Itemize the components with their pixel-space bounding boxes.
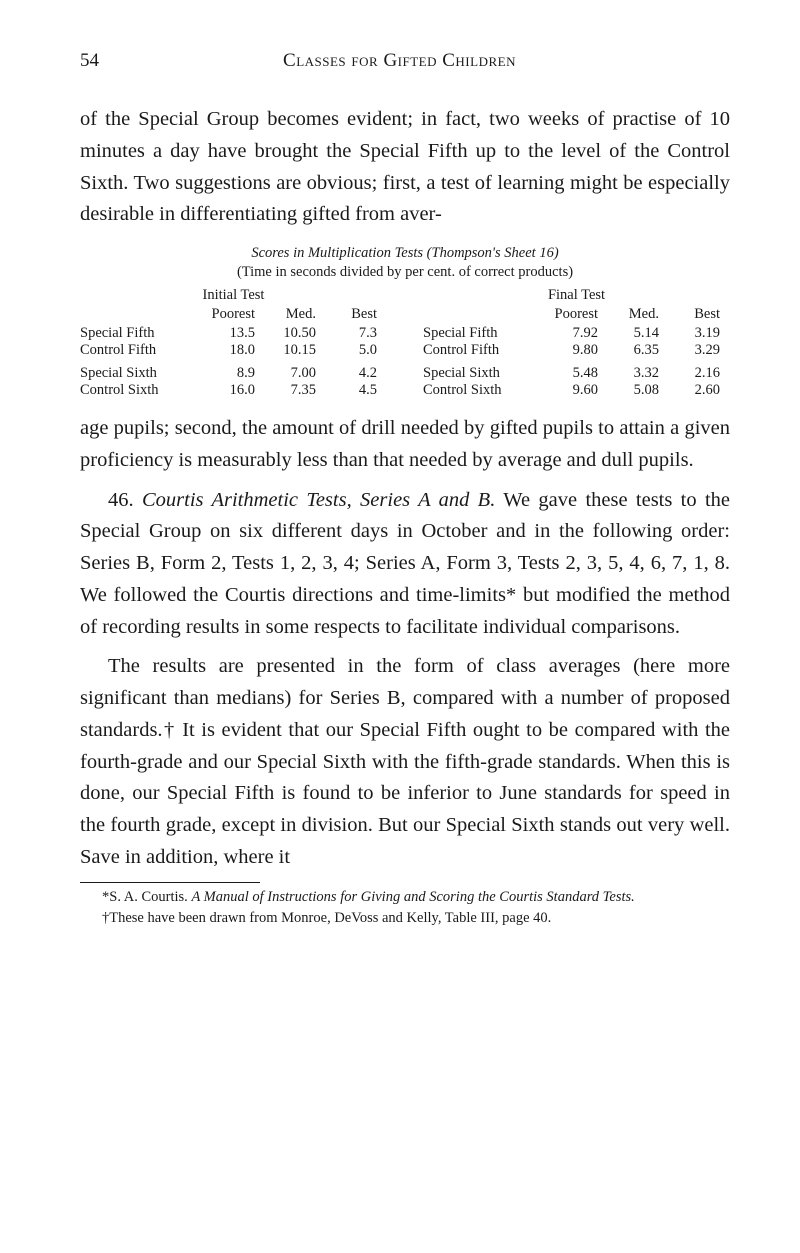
cell: 7.00 xyxy=(261,365,322,382)
right-subhead: Poorest Med. Best xyxy=(423,306,730,323)
cell: 5.0 xyxy=(322,342,383,359)
paragraph-2: 46. Courtis Arithmetic Tests, Series A a… xyxy=(80,485,730,644)
page-header: 54 Classes for Gifted Children xyxy=(80,50,730,72)
left-heading: Initial Test xyxy=(80,287,387,304)
left-col-best: Best xyxy=(322,306,383,323)
paragraph-1b: age pupils; second, the amount of drill … xyxy=(80,413,730,477)
para2-italic: Courtis Arithmetic Tests, Series A and B… xyxy=(142,489,495,511)
table-row: Control Sixth 16.0 7.35 4.5 xyxy=(80,382,387,399)
blank xyxy=(80,306,200,323)
left-subhead: Poorest Med. Best xyxy=(80,306,387,323)
cell: 16.0 xyxy=(200,382,261,399)
fn1-head: *S. A. Courtis. xyxy=(102,889,191,905)
cell: 18.0 xyxy=(200,342,261,359)
para2-lead: 46. xyxy=(108,489,142,511)
cell: 4.2 xyxy=(322,365,383,382)
cell: 10.15 xyxy=(261,342,322,359)
blank xyxy=(423,306,543,323)
fn1-italic: A Manual of Instructions for Giving and … xyxy=(191,889,634,905)
table-columns: Initial Test Poorest Med. Best Special F… xyxy=(80,287,730,399)
cell: 6.35 xyxy=(604,342,665,359)
running-head: Classes for Gifted Children xyxy=(99,50,700,72)
footnote-rule xyxy=(80,882,260,883)
paragraph-3: The results are presented in the form of… xyxy=(80,651,730,873)
table-row: Special Fifth 7.92 5.14 3.19 xyxy=(423,325,730,342)
cell: 7.3 xyxy=(322,325,383,342)
table-subtitle: (Time in seconds divided by per cent. of… xyxy=(80,264,730,281)
cell: 9.80 xyxy=(543,342,604,359)
cell: 3.32 xyxy=(604,365,665,382)
footnote-2: †These have been drawn from Monroe, DeVo… xyxy=(80,910,728,927)
table-row: Control Sixth 9.60 5.08 2.60 xyxy=(423,382,730,399)
cell: 9.60 xyxy=(543,382,604,399)
cell: 13.5 xyxy=(200,325,261,342)
cell: 3.19 xyxy=(665,325,726,342)
cell: 5.08 xyxy=(604,382,665,399)
table-title: Scores in Multiplication Tests (Thompson… xyxy=(80,245,730,262)
row-label: Special Sixth xyxy=(80,365,200,382)
right-col-best: Best xyxy=(665,306,726,323)
cell: 5.14 xyxy=(604,325,665,342)
right-col-med: Med. xyxy=(604,306,665,323)
scores-table: Scores in Multiplication Tests (Thompson… xyxy=(80,245,730,399)
cell: 5.48 xyxy=(543,365,604,382)
row-label: Control Fifth xyxy=(423,342,543,359)
table-row: Control Fifth 9.80 6.35 3.29 xyxy=(423,342,730,359)
table-row: Special Fifth 13.5 10.50 7.3 xyxy=(80,325,387,342)
table-row: Special Sixth 8.9 7.00 4.2 xyxy=(80,365,387,382)
row-label: Control Fifth xyxy=(80,342,200,359)
left-col-med: Med. xyxy=(261,306,322,323)
right-col-poorest: Poorest xyxy=(543,306,604,323)
cell: 10.50 xyxy=(261,325,322,342)
row-label: Special Fifth xyxy=(80,325,200,342)
row-label: Control Sixth xyxy=(80,382,200,399)
row-label: Control Sixth xyxy=(423,382,543,399)
paragraph-1a: of the Special Group becomes evident; in… xyxy=(80,104,730,231)
cell: 7.35 xyxy=(261,382,322,399)
table-row: Special Sixth 5.48 3.32 2.16 xyxy=(423,365,730,382)
page-number: 54 xyxy=(80,50,99,72)
page: 54 Classes for Gifted Children of the Sp… xyxy=(0,0,800,991)
row-label: Special Sixth xyxy=(423,365,543,382)
cell: 2.60 xyxy=(665,382,726,399)
table-right-col: Final Test Poorest Med. Best Special Fif… xyxy=(423,287,730,399)
footnote-1: *S. A. Courtis. A Manual of Instructions… xyxy=(80,889,728,906)
right-heading: Final Test xyxy=(423,287,730,304)
table-left-col: Initial Test Poorest Med. Best Special F… xyxy=(80,287,387,399)
cell: 7.92 xyxy=(543,325,604,342)
table-row: Control Fifth 18.0 10.15 5.0 xyxy=(80,342,387,359)
cell: 8.9 xyxy=(200,365,261,382)
footnotes: *S. A. Courtis. A Manual of Instructions… xyxy=(80,882,730,927)
left-col-poorest: Poorest xyxy=(200,306,261,323)
row-label: Special Fifth xyxy=(423,325,543,342)
cell: 2.16 xyxy=(665,365,726,382)
cell: 3.29 xyxy=(665,342,726,359)
cell: 4.5 xyxy=(322,382,383,399)
